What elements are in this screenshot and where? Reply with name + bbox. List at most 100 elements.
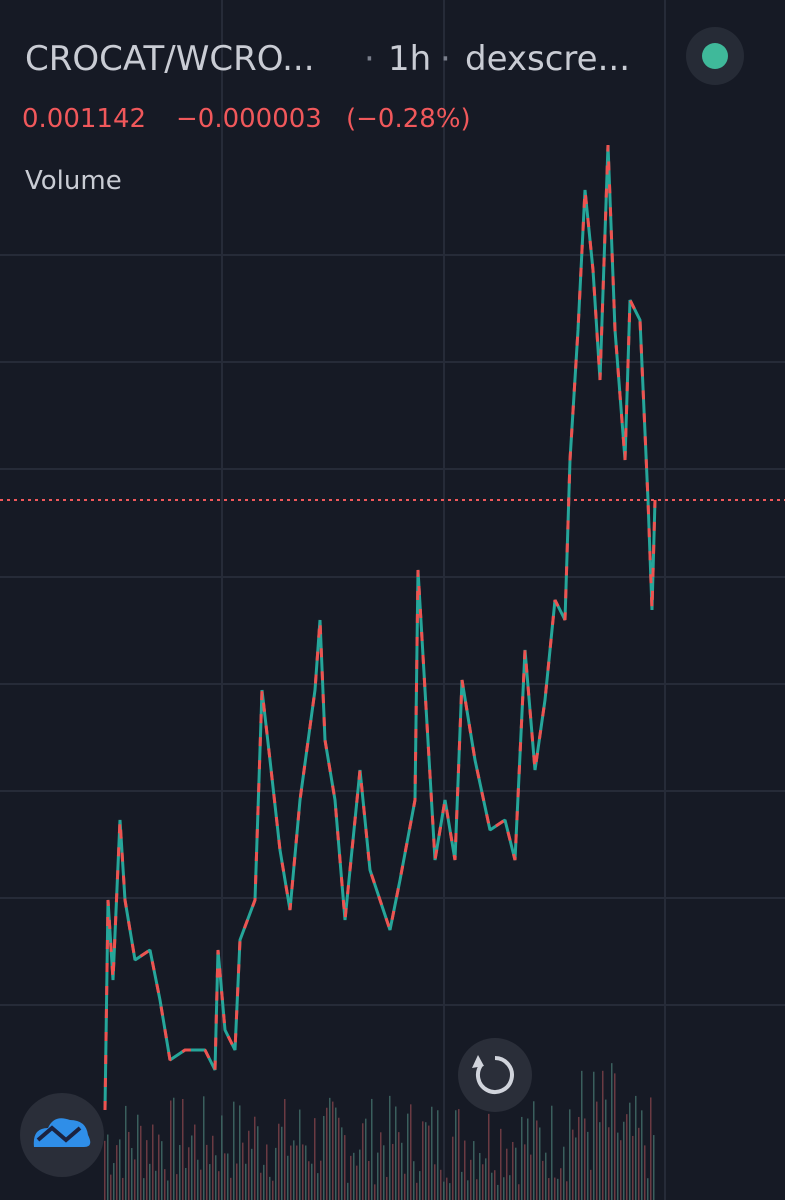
- volume-bar: [506, 1148, 508, 1200]
- volume-bar: [188, 1147, 190, 1200]
- volume-bar: [413, 1161, 415, 1200]
- volume-bar: [494, 1170, 496, 1200]
- separator: ·: [440, 39, 451, 79]
- volume-bar: [653, 1135, 655, 1200]
- volume-bar: [284, 1099, 286, 1200]
- volume-bar: [164, 1169, 166, 1200]
- volume-bar: [338, 1117, 340, 1200]
- separator: ·: [364, 39, 375, 79]
- volume-bar: [128, 1131, 130, 1200]
- volume-bar: [233, 1101, 235, 1200]
- source: dexscre...: [465, 39, 630, 79]
- volume-bar: [374, 1184, 376, 1200]
- volume-bar: [623, 1121, 625, 1200]
- volume-bar: [437, 1110, 439, 1200]
- volume-bar: [605, 1099, 607, 1200]
- volume-bar: [632, 1135, 634, 1200]
- volume-bar: [290, 1145, 292, 1200]
- volume-bar: [440, 1169, 442, 1200]
- volume-bar: [566, 1181, 568, 1200]
- volume-bar: [371, 1098, 373, 1200]
- volume-bar: [263, 1164, 265, 1200]
- volume-bar: [650, 1097, 652, 1200]
- volume-bar: [176, 1174, 178, 1200]
- volume-bar: [512, 1141, 514, 1200]
- volume-bar: [326, 1107, 328, 1200]
- volume-bar: [350, 1155, 352, 1200]
- volume-bar: [551, 1105, 553, 1200]
- volume-bar: [185, 1167, 187, 1200]
- volume-bar: [572, 1129, 574, 1200]
- volume-bar: [161, 1141, 163, 1200]
- volume-bar: [398, 1132, 400, 1200]
- volume-bar: [278, 1123, 280, 1200]
- volume-bar: [104, 1140, 106, 1200]
- volume-bar: [638, 1127, 640, 1200]
- price: 0.001142: [22, 104, 146, 134]
- volume-bar: [545, 1152, 547, 1200]
- volume-bar: [410, 1104, 412, 1200]
- volume-bar: [137, 1114, 139, 1200]
- volume-bar: [356, 1165, 358, 1200]
- logo-button[interactable]: [20, 1093, 104, 1177]
- logo-cloud: [33, 1118, 91, 1147]
- volume-bar: [383, 1145, 385, 1200]
- volume-bar: [476, 1179, 478, 1200]
- volume-bar: [242, 1142, 244, 1200]
- volume-bar: [230, 1177, 232, 1200]
- volume-bar: [317, 1173, 319, 1200]
- volume-bar: [527, 1118, 529, 1200]
- volume-bar: [497, 1184, 499, 1200]
- volume-bar: [500, 1128, 502, 1200]
- volume-bar: [575, 1137, 577, 1200]
- volume-bar: [611, 1063, 613, 1200]
- volume-bar: [224, 1153, 226, 1200]
- volume-bar: [197, 1159, 199, 1200]
- volume-bar: [167, 1180, 169, 1200]
- volume-bar: [308, 1161, 310, 1200]
- reset-button-bg[interactable]: [458, 1038, 532, 1112]
- volume-bar: [503, 1177, 505, 1200]
- volume-bar: [191, 1135, 193, 1200]
- volume-bar: [134, 1159, 136, 1200]
- volume-bar: [422, 1121, 424, 1200]
- volume-bar: [377, 1152, 379, 1200]
- volume-bar: [119, 1139, 121, 1200]
- volume-bar: [563, 1146, 565, 1200]
- volume-bar: [269, 1176, 271, 1200]
- volume-bar: [146, 1140, 148, 1200]
- volume-bar: [446, 1177, 448, 1200]
- volume-bar: [587, 1131, 589, 1200]
- volume-bar: [449, 1183, 451, 1200]
- volume-bar: [473, 1141, 475, 1200]
- volume-bar: [578, 1116, 580, 1200]
- volume-bar: [293, 1140, 295, 1200]
- volume-bar: [521, 1116, 523, 1200]
- volume-bar: [539, 1127, 541, 1200]
- volume-bar: [359, 1149, 361, 1200]
- volume-bar: [569, 1109, 571, 1200]
- volume-bar: [320, 1160, 322, 1200]
- volume-bar: [596, 1101, 598, 1200]
- volume-bar: [386, 1176, 388, 1200]
- volume-bar: [380, 1132, 382, 1200]
- volume-bar: [272, 1180, 274, 1200]
- volume-bar: [248, 1130, 250, 1200]
- volume-bar: [200, 1169, 202, 1200]
- volume-bar: [407, 1113, 409, 1200]
- reset-button[interactable]: [458, 1038, 532, 1112]
- status-dot: [702, 43, 728, 69]
- volume-bar: [479, 1152, 481, 1200]
- volume-bar: [305, 1145, 307, 1200]
- volume-bar: [257, 1126, 259, 1200]
- volume-bar: [152, 1124, 154, 1200]
- volume-bar: [281, 1126, 283, 1200]
- volume-bar: [584, 1118, 586, 1200]
- volume-bar: [158, 1134, 160, 1200]
- volume-bar: [287, 1155, 289, 1200]
- volume-bar: [491, 1172, 493, 1200]
- volume-bar: [626, 1114, 628, 1200]
- volume-bar: [470, 1159, 472, 1200]
- volume-bar: [593, 1071, 595, 1200]
- volume-bar: [266, 1144, 268, 1200]
